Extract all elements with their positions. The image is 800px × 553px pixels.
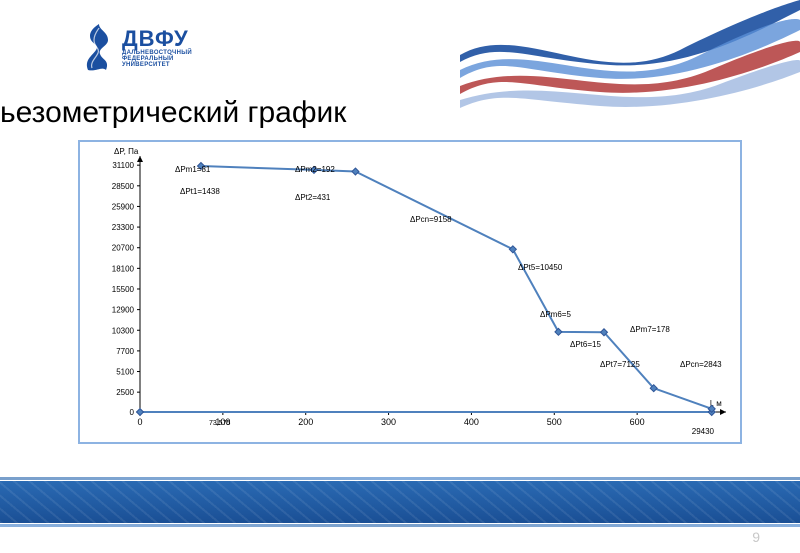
svg-text:12900: 12900 [112,306,135,315]
svg-text:200: 200 [298,417,313,427]
svg-text:ΔPt2=431: ΔPt2=431 [295,193,331,202]
svg-text:ΔPt6=15: ΔPt6=15 [570,340,601,349]
university-logo: ДВФУ ДАЛЬНЕВОСТОЧНЫЙ ФЕДЕРАЛЬНЫЙ УНИВЕРС… [82,22,192,74]
svg-text:ΔPt5=10450: ΔPt5=10450 [518,263,563,272]
svg-text:0: 0 [137,417,142,427]
svg-text:20700: 20700 [112,244,135,253]
logo-mark [82,22,116,74]
svg-text:600: 600 [630,417,645,427]
decor-waves-top [460,0,800,120]
svg-text:500: 500 [547,417,562,427]
svg-text:25900: 25900 [112,202,135,211]
svg-text:ΔPcn=2843: ΔPcn=2843 [680,360,722,369]
svg-text:ΔPcn=9158: ΔPcn=9158 [410,215,452,224]
chart-canvas: 0 2500 5100 7700 10300 12900 15500 18100 20700 23… [80,142,736,438]
svg-text:7700: 7700 [116,347,134,356]
svg-text:73,575: 73,575 [209,420,231,427]
svg-text:5100: 5100 [116,368,134,377]
footer-band [0,481,800,523]
slide-title: ьезометрический график [0,96,346,130]
page-number: 9 [752,529,760,545]
svg-text:ΔPm6=5: ΔPm6=5 [540,310,571,319]
svg-text:ΔP, Па: ΔP, Па [114,147,139,156]
svg-text:ΔPm7=178: ΔPm7=178 [630,325,670,334]
svg-text:ΔPt7=7125: ΔPt7=7125 [600,360,640,369]
svg-text:28500: 28500 [112,182,135,191]
svg-text:ΔPm2=192: ΔPm2=192 [295,165,335,174]
svg-text:2500: 2500 [116,388,134,397]
svg-text:31100: 31100 [112,161,134,170]
logo-acronym: ДВФУ [122,28,192,50]
svg-text:15500: 15500 [112,285,135,294]
svg-text:18100: 18100 [112,264,135,273]
svg-text:400: 400 [464,417,479,427]
svg-text:0: 0 [130,408,135,417]
logo-line3: УНИВЕРСИТЕТ [122,62,192,68]
svg-text:ΔPm1=81: ΔPm1=81 [175,165,211,174]
svg-text:300: 300 [381,417,396,427]
svg-text:29430: 29430 [692,427,715,436]
svg-text:23300: 23300 [112,223,135,232]
svg-text:10300: 10300 [112,326,135,335]
svg-text:ΔPt1=1438: ΔPt1=1438 [180,187,220,196]
piezometric-chart: 0 2500 5100 7700 10300 12900 15500 18100 20700 23… [78,140,742,444]
